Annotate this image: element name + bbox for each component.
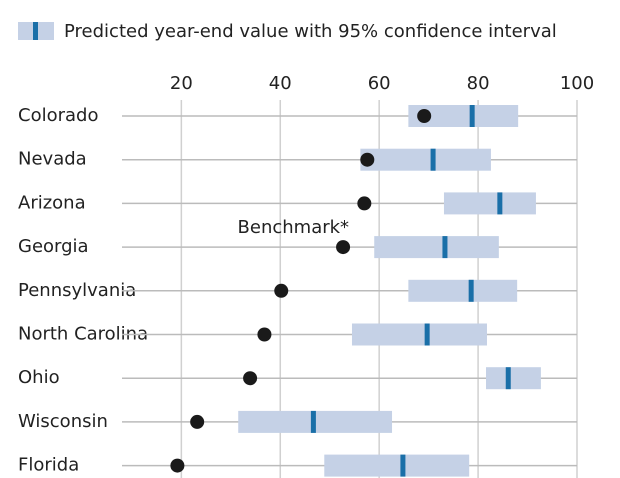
y-tick-label: Arizona	[18, 192, 86, 213]
benchmark-dot	[243, 371, 258, 386]
y-tick-label: Ohio	[18, 367, 60, 388]
median	[430, 148, 436, 171]
median	[468, 279, 474, 302]
median	[442, 236, 448, 259]
y-tick-label: North Carolina	[18, 324, 148, 345]
benchmark-dot	[257, 327, 272, 342]
median	[469, 105, 475, 127]
interval	[351, 323, 487, 346]
x-tick-label: 80	[467, 73, 490, 94]
median	[497, 192, 503, 215]
y-tick-label: Florida	[18, 455, 79, 476]
interval	[374, 236, 499, 259]
x-tick-label: 40	[269, 73, 292, 94]
interval	[360, 148, 491, 171]
benchmark-dot	[336, 240, 351, 255]
y-tick-label: Nevada	[18, 149, 87, 170]
median	[310, 410, 316, 433]
y-tick-label: Colorado	[18, 105, 98, 126]
x-tick-label: 20	[170, 73, 193, 94]
benchmark-dot	[417, 109, 432, 123]
interval	[408, 279, 518, 302]
x-tick-label: 100	[560, 73, 594, 94]
median	[400, 454, 406, 477]
y-tick-label: Georgia	[18, 236, 89, 257]
interval	[408, 105, 519, 127]
y-tick-label: Pennsylvania	[18, 280, 136, 301]
benchmark-dot	[360, 152, 375, 167]
benchmark-dot	[190, 414, 205, 429]
x-tick-label: 60	[368, 73, 391, 94]
annotation: Benchmark*	[238, 217, 350, 238]
legend-swatch-median	[33, 22, 38, 40]
interval	[324, 454, 470, 477]
median	[505, 367, 511, 390]
benchmark-dot	[274, 283, 289, 298]
benchmark-dot	[357, 196, 372, 211]
interval	[443, 192, 536, 215]
legend-label: Predicted year-end value with 95% confid…	[64, 21, 557, 42]
median	[424, 323, 430, 346]
y-tick-label: Wisconsin	[18, 411, 108, 432]
interval	[486, 367, 541, 390]
benchmark-dot	[170, 458, 185, 473]
